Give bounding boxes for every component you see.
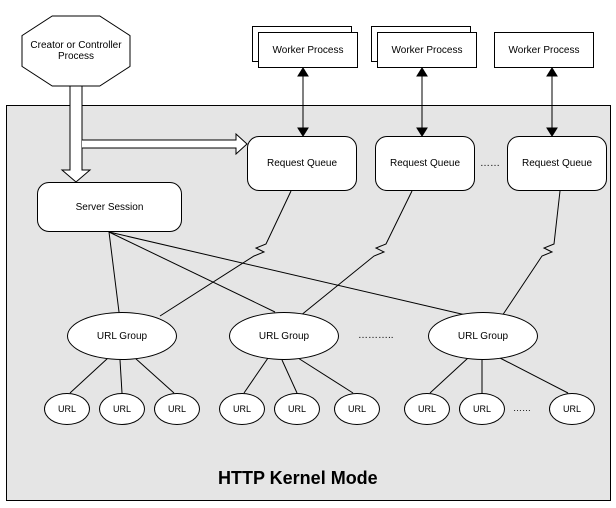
node-group1: URL Group — [67, 312, 177, 360]
node-url3: URL — [154, 393, 200, 425]
node-creator: Creator or Controller Process — [22, 16, 130, 86]
ellipsis-2: …… — [513, 403, 531, 413]
node-url5: URL — [274, 393, 320, 425]
node-url7: URL — [404, 393, 450, 425]
node-queue3: Request Queue — [507, 136, 607, 191]
ellipsis-1: ……….. — [358, 330, 394, 341]
node-queue2: Request Queue — [375, 136, 475, 191]
node-url2: URL — [99, 393, 145, 425]
node-worker1: Worker Process — [258, 32, 358, 68]
ellipsis-0: …… — [480, 158, 500, 169]
node-url6: URL — [334, 393, 380, 425]
node-url4: URL — [219, 393, 265, 425]
node-group2: URL Group — [229, 312, 339, 360]
node-url8: URL — [459, 393, 505, 425]
node-group3: URL Group — [428, 312, 538, 360]
node-worker3: Worker Process — [494, 32, 594, 68]
node-session: Server Session — [37, 182, 182, 232]
kernel-title: HTTP Kernel Mode — [218, 468, 378, 489]
node-worker2: Worker Process — [377, 32, 477, 68]
node-url9: URL — [549, 393, 595, 425]
node-queue1: Request Queue — [247, 136, 357, 191]
node-url1: URL — [44, 393, 90, 425]
